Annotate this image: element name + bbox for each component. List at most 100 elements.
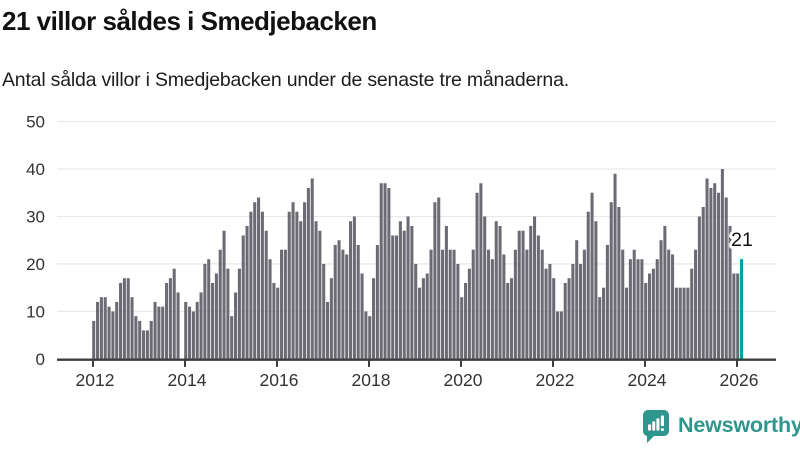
bar: [272, 282, 276, 359]
bar: [563, 282, 567, 359]
brand-name: Newsworthy: [678, 413, 800, 437]
bar: [303, 202, 307, 359]
bar: [145, 330, 149, 359]
bar: [360, 273, 364, 359]
bar: [153, 301, 157, 359]
bar: [736, 273, 740, 359]
bar: [119, 282, 123, 359]
bar: [161, 306, 165, 359]
bar: [103, 297, 107, 359]
bar: [605, 244, 609, 359]
bar: [621, 249, 625, 359]
bar: [678, 287, 682, 359]
bar: [299, 221, 303, 359]
bar: [391, 235, 395, 359]
bar: [525, 249, 529, 359]
bar: [429, 249, 433, 359]
x-axis-label: 2018: [352, 370, 391, 390]
bar: [283, 249, 287, 359]
bar: [184, 301, 188, 359]
bar: [448, 249, 452, 359]
bar: [425, 273, 429, 359]
bar: [375, 244, 379, 359]
bar: [368, 316, 372, 359]
bar: [322, 263, 326, 359]
bar: [414, 263, 418, 359]
bar: [418, 287, 422, 359]
newsworthy-logo-icon: [643, 410, 669, 443]
bar: [168, 278, 172, 359]
bar: [571, 263, 575, 359]
value-callout: 21: [731, 229, 753, 251]
bar: [713, 183, 717, 359]
bar: [345, 254, 349, 359]
bar: [548, 263, 552, 359]
bar: [276, 287, 280, 359]
bar: [724, 197, 728, 359]
bar: [379, 183, 383, 359]
bar: [648, 273, 652, 359]
bar: [195, 301, 199, 359]
bar: [165, 282, 169, 359]
bar: [609, 202, 613, 359]
page-title: 21 villor såldes i Smedjebacken: [2, 6, 377, 36]
bar: [467, 268, 471, 359]
bar: [142, 330, 146, 359]
bar: [218, 249, 222, 359]
bar: [536, 235, 540, 359]
bar: [694, 249, 698, 359]
bar: [126, 278, 130, 359]
bar: [598, 297, 602, 359]
page-subtitle: Antal sålda villor i Smedjebacken under …: [2, 69, 569, 91]
bar: [701, 206, 705, 359]
bar: [310, 178, 314, 359]
bar: [628, 259, 632, 359]
bar: [191, 311, 195, 359]
bar: [452, 249, 456, 359]
bar: [122, 278, 126, 359]
bar: [268, 259, 272, 359]
bar: [214, 273, 218, 359]
y-axis-label: 50: [26, 113, 45, 132]
bar: [705, 178, 709, 359]
bar: [544, 268, 548, 359]
bar: [517, 230, 521, 359]
bar: [441, 249, 445, 359]
bar: [479, 183, 483, 359]
x-axis-label: 2026: [720, 370, 759, 390]
bar: [398, 221, 402, 359]
bar: [130, 297, 134, 359]
x-axis-label: 2016: [260, 370, 299, 390]
x-axis-label: 2024: [628, 370, 667, 390]
bar: [464, 282, 468, 359]
bar: [594, 221, 598, 359]
bar: [502, 254, 506, 359]
bar: [172, 268, 176, 359]
bar: [333, 244, 337, 359]
bar: [226, 268, 230, 359]
x-axis-label: 2020: [444, 370, 483, 390]
bar: [709, 187, 713, 359]
bar: [107, 306, 111, 359]
bar: [636, 259, 640, 359]
bar: [617, 206, 621, 359]
bar: [96, 301, 100, 359]
x-axis-label: 2014: [168, 370, 207, 390]
bar: [402, 230, 406, 359]
bar: [632, 249, 636, 359]
bar: [115, 301, 119, 359]
bar: [717, 192, 721, 359]
bar: [306, 187, 310, 359]
bar: [249, 211, 253, 359]
bar: [314, 221, 318, 359]
bar: [134, 316, 138, 359]
bar: [207, 259, 211, 359]
bar: [260, 211, 264, 359]
bar: [720, 168, 724, 359]
bar: [732, 273, 736, 359]
bar: [341, 249, 345, 359]
bar: [575, 240, 579, 359]
bar: [437, 197, 441, 359]
bar: [552, 278, 556, 359]
